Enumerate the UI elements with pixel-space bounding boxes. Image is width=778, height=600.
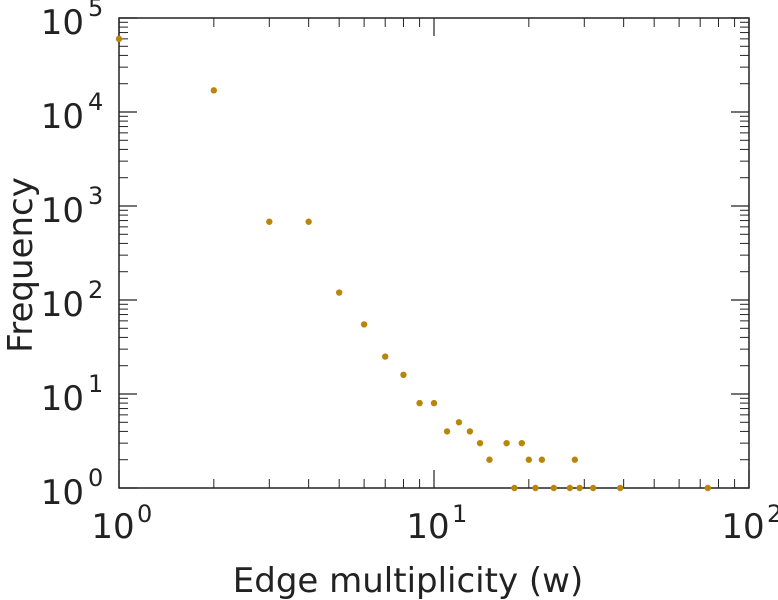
y-tick-exponent: 3 [88,182,103,210]
data-point [455,419,463,426]
data-point [571,456,579,463]
data-point [538,456,546,463]
x-tick-exponent: 1 [452,500,467,528]
data-point [704,484,712,492]
data-point [511,484,518,492]
minor-ticks [119,18,749,488]
y-tick-exponent: 2 [88,276,103,304]
data-point [518,439,526,447]
x-tick-label: 10 [721,507,764,547]
data-point [589,484,597,492]
data-point [503,439,510,447]
data-point [400,371,407,379]
y-tick-label: 10 [41,3,84,43]
y-tick-label: 10 [41,97,84,137]
data-point [550,484,557,492]
x-tick-exponent: 0 [137,500,152,528]
data-point [486,456,493,463]
data-point [266,218,273,225]
data-point [566,484,574,492]
y-axis-label: Frequency [1,177,41,353]
data-point [115,35,123,43]
data-point [476,439,484,447]
y-tick-exponent: 1 [88,370,103,398]
data-point [305,218,312,225]
x-axis-label: Edge multiplicity (w) [233,561,583,600]
data-point [382,353,389,360]
data-point [616,484,624,492]
data-point [416,399,423,407]
y-tick-label: 10 [41,379,84,419]
data-point [525,456,533,463]
x-tick-label: 10 [406,507,449,547]
data-point [466,428,474,435]
x-tick-label: 10 [91,507,134,547]
data-point [430,399,438,407]
data-point [443,428,451,435]
data-point [532,484,539,492]
x-tick-labels: 10 0 10 1 10 2 [91,500,778,547]
data-point [335,289,343,296]
data-point [210,87,218,94]
y-tick-exponent: 4 [88,88,103,116]
data-points [115,35,712,492]
major-ticks [118,17,750,489]
y-tick-label: 10 [41,285,84,325]
y-tick-label: 10 [41,191,84,231]
data-point [360,321,368,328]
y-tick-exponent: 5 [88,0,103,22]
y-tick-exponent: 0 [88,464,103,492]
data-point [576,484,583,492]
y-tick-label: 10 [41,473,84,513]
x-tick-exponent: 2 [767,500,778,528]
